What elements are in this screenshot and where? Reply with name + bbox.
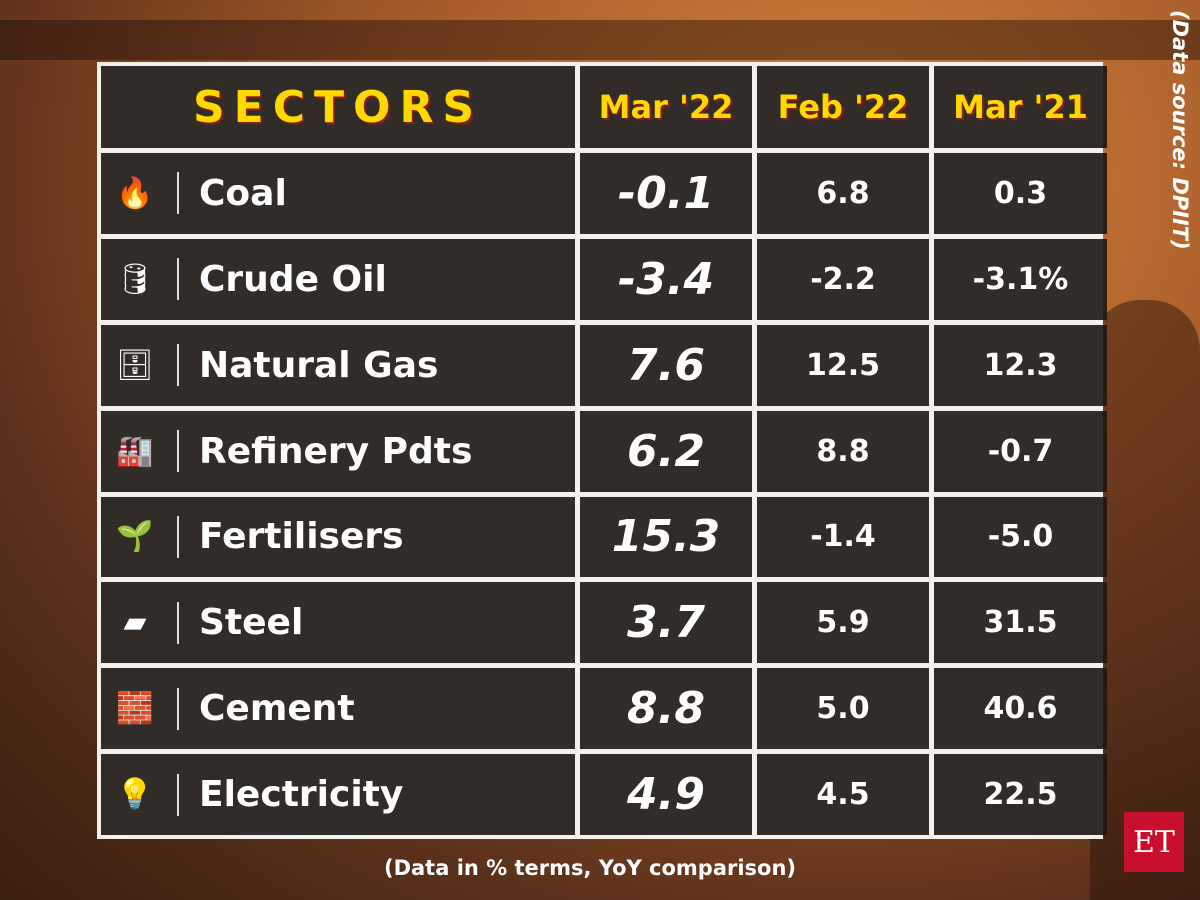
value-mar21: 12.3 [934,324,1107,406]
sector-name: Steel [199,602,304,644]
coal-fire-icon: 🔥 [116,175,154,211]
divider [177,172,179,215]
value-mar22: 8.8 [580,668,752,750]
divider [177,687,179,730]
background-pipe [0,20,1200,60]
value-feb22: 6.8 [757,153,929,234]
sectors-table: SECTORS Mar '22 Feb '22 Mar '21 🔥 Coal -… [97,62,1107,839]
header-mar22: Mar '22 [580,66,752,148]
value-mar22: 3.7 [580,582,752,664]
sector-cell: 🏭 Refinery Pdts [101,410,575,492]
sector-name: Crude Oil [199,258,387,300]
value-mar21: 31.5 [934,582,1107,664]
sector-name: Fertilisers [199,516,404,558]
value-mar22: 7.6 [580,324,752,406]
value-feb22: 4.5 [757,754,929,835]
sector-name: Refinery Pdts [199,430,473,472]
gas-leaf-icon: 🗄 [115,347,155,383]
header-feb22: Feb '22 [757,66,929,148]
sector-cell: 🌱 Fertilisers [101,496,575,578]
sector-cell: 🛢 Crude Oil [101,238,575,320]
sector-name: Electricity [199,774,404,816]
steel-bars-icon: ▰ [123,605,147,641]
divider [177,515,179,558]
cement-icon: 🧱 [116,691,154,727]
sector-cell: ▰ Steel [101,582,575,664]
lightbulb-icon: 💡 [116,777,154,813]
sector-name: Natural Gas [199,344,439,386]
value-mar22: 15.3 [580,496,752,578]
value-mar21: -5.0 [934,496,1107,578]
sector-cell: 🧱 Cement [101,668,575,750]
et-logo: ET [1124,812,1184,872]
divider [177,601,179,644]
divider [177,773,179,816]
value-feb22: 8.8 [757,410,929,492]
value-mar21: 40.6 [934,668,1107,750]
value-mar22: -3.4 [580,238,752,320]
divider [177,430,179,473]
footnote: (Data in % terms, YoY comparison) [383,856,797,880]
value-feb22: 5.0 [757,668,929,750]
source-note: (Data source: DPIIT) [1168,10,1192,250]
sector-cell: 🗄 Natural Gas [101,324,575,406]
oil-barrel-icon: 🛢 [115,261,155,297]
sector-name: Cement [199,688,355,730]
refinery-icon: 🏭 [116,433,154,469]
sector-cell: 💡 Electricity [101,754,575,835]
sector-cell: 🔥 Coal [101,153,575,234]
value-feb22: 12.5 [757,324,929,406]
value-mar21: 0.3 [934,153,1107,234]
sector-name: Coal [199,172,287,214]
value-mar21: -0.7 [934,410,1107,492]
header-sectors: SECTORS [101,66,575,148]
value-feb22: 5.9 [757,582,929,664]
fertiliser-bag-icon: 🌱 [116,519,154,555]
value-mar22: 4.9 [580,754,752,835]
divider [177,258,179,301]
value-mar22: -0.1 [580,153,752,234]
value-mar22: 6.2 [580,410,752,492]
value-feb22: -1.4 [757,496,929,578]
divider [177,344,179,387]
background-worker-silhouette [1090,300,1200,900]
value-feb22: -2.2 [757,238,929,320]
value-mar21: -3.1% [934,238,1107,320]
value-mar21: 22.5 [934,754,1107,835]
header-mar21: Mar '21 [934,66,1107,148]
